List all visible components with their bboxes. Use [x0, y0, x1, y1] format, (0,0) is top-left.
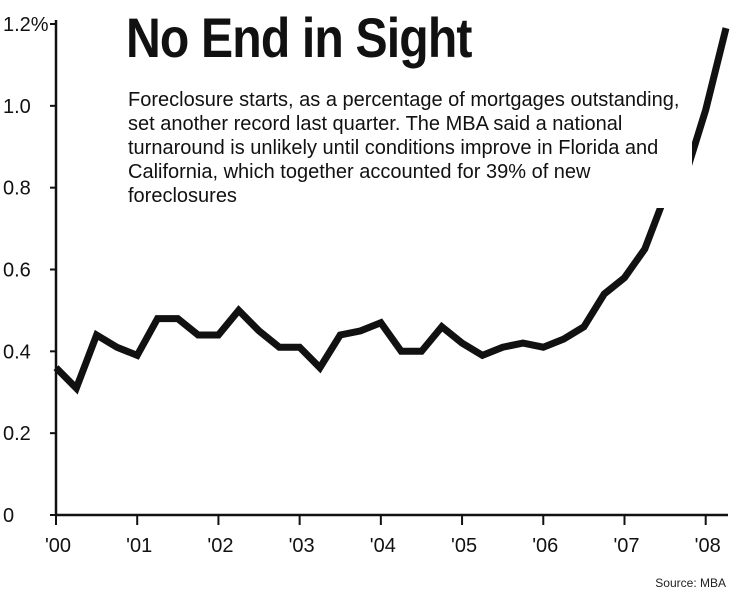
y-tick-label: 0.4	[3, 341, 31, 363]
x-axis-ticks: '00 '01 '02 '03 '04 '05 '06 '07 '08	[45, 515, 721, 557]
y-tick-label: 0.2	[3, 423, 31, 445]
x-tick-label: '00	[45, 535, 71, 557]
y-tick-label: 0.6	[3, 260, 31, 282]
x-tick-label: '05	[451, 535, 477, 557]
x-tick-label: '01	[126, 535, 152, 557]
x-tick-label: '03	[289, 535, 315, 557]
source-note: Source: MBA	[655, 576, 726, 590]
y-axis-ticks: 0 0.2 0.4 0.6 0.8 1.0 1.2%	[3, 14, 56, 527]
x-tick-label: '07	[613, 535, 639, 557]
y-tick-label: 0.8	[3, 178, 31, 200]
x-tick-label: '08	[695, 535, 721, 557]
chart-title: No End in Sight	[126, 6, 472, 69]
series-line	[53, 27, 730, 395]
series-layer	[53, 27, 730, 395]
y-tick-label: 0	[3, 505, 14, 527]
y-tick-label: 1.2%	[3, 14, 49, 36]
x-tick-label: '06	[532, 535, 558, 557]
chart-subtitle: Foreclosure starts, as a percentage of m…	[128, 88, 692, 208]
x-tick-label: '02	[207, 535, 233, 557]
y-tick-label: 1.0	[3, 96, 31, 118]
x-tick-label: '04	[370, 535, 396, 557]
